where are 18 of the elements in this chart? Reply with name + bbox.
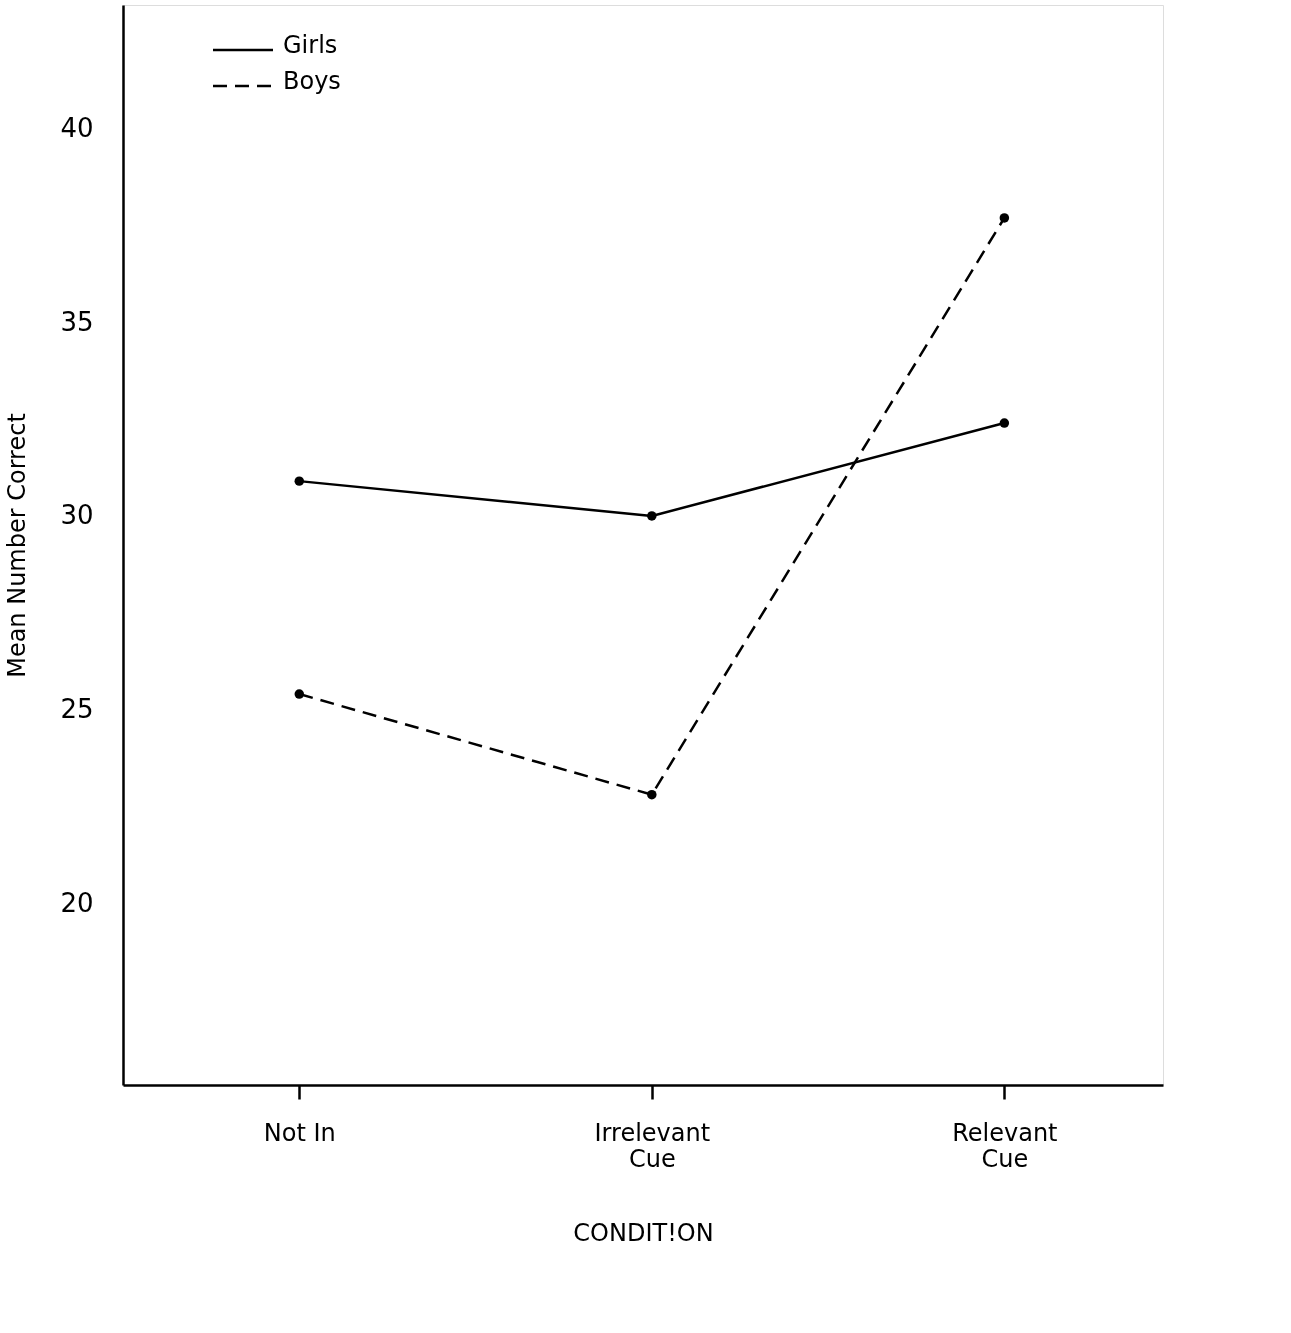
x-axis-title: CONDIT!ON: [573, 1218, 714, 1247]
x-tick-label: Irrelevant Cue: [594, 1118, 711, 1173]
y-tick-label: 20: [60, 887, 94, 918]
point: [999, 418, 1010, 428]
x-tick-label: Relevant Cue: [952, 1118, 1058, 1173]
x-tick-label: Not In: [263, 1118, 336, 1147]
y-tick-label: 35: [60, 306, 94, 337]
y-tick-label: 25: [60, 694, 94, 725]
point: [294, 689, 305, 699]
legend-label: Boys: [283, 67, 341, 95]
point: [647, 789, 657, 800]
y-tick-label: 30: [60, 500, 94, 531]
y-tick-label: 40: [60, 113, 94, 144]
y-axis-title: Mean Number Correct: [3, 413, 32, 678]
point: [294, 476, 305, 486]
point: [999, 213, 1010, 223]
point: [647, 511, 657, 521]
legend-label: Girls: [283, 31, 338, 59]
